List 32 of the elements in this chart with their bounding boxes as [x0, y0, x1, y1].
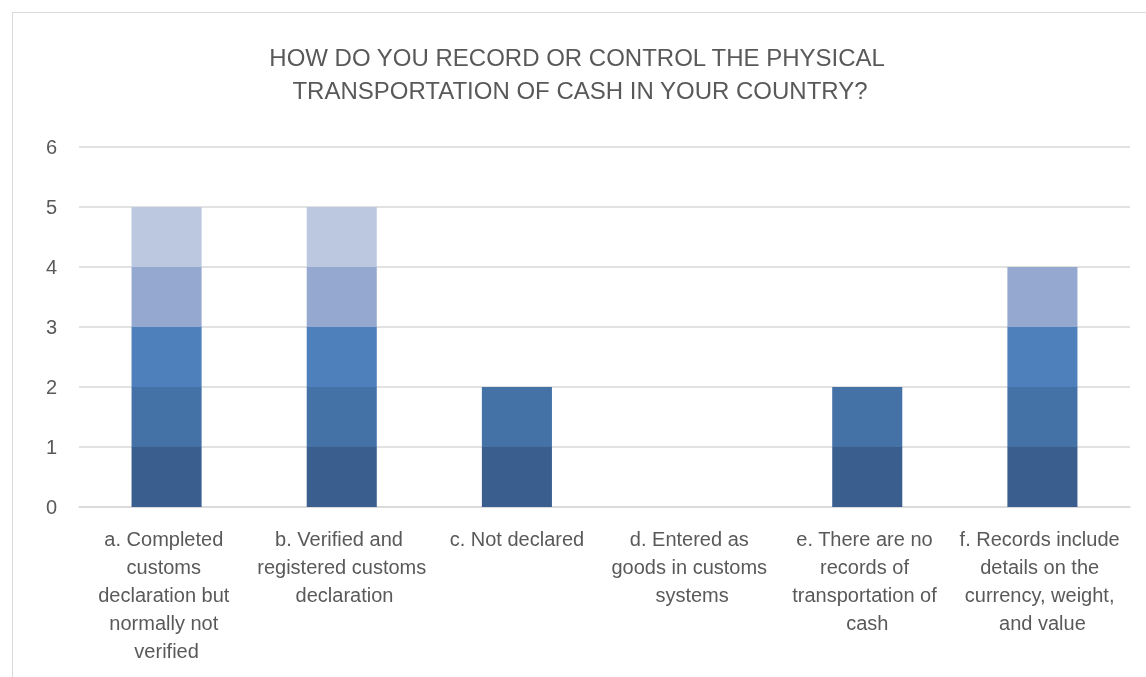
x-tick-label: b. Verified and registered customs declaration: [257, 528, 427, 606]
x-tick-label: f. Records include details on the currency, weight, and value: [959, 528, 1126, 634]
bar: [131, 447, 202, 507]
y-tick-label: 2: [45, 376, 57, 398]
bar: [832, 387, 903, 447]
y-tick-label: 3: [45, 316, 57, 338]
bar: [306, 327, 377, 387]
x-tick-label: e. There are no records of transportation of cash: [792, 528, 943, 634]
y-tick-label: 4: [45, 256, 57, 278]
chart-title: HOW DO YOU RECORD OR CONTROL THE PHYSICAL TRANSPORTATION OF CASH IN YOUR COUNTRY?: [269, 44, 891, 104]
bar: [306, 267, 377, 327]
bar: [832, 447, 903, 507]
y-tick-label: 0: [45, 496, 57, 518]
y-tick-label: 5: [45, 196, 57, 218]
bar: [131, 267, 202, 327]
x-tick-label: d. Entered as goods in customs systems: [611, 528, 773, 606]
bar: [306, 447, 377, 507]
bar: [1007, 327, 1078, 387]
bar: [306, 387, 377, 447]
bar: [481, 387, 552, 447]
bar: [1007, 267, 1078, 327]
bar: [131, 327, 202, 387]
bar: [131, 387, 202, 447]
x-tick-label: a. Completed customs declaration but normally not verified: [98, 528, 235, 662]
y-tick-label: 6: [45, 136, 57, 158]
bar: [1007, 387, 1078, 447]
bar: [1007, 447, 1078, 507]
y-tick-label: 1: [45, 436, 57, 458]
bar: [131, 207, 202, 267]
bar: [481, 447, 552, 507]
bar: [306, 207, 377, 267]
x-tick-label: c. Not declared: [449, 528, 585, 550]
